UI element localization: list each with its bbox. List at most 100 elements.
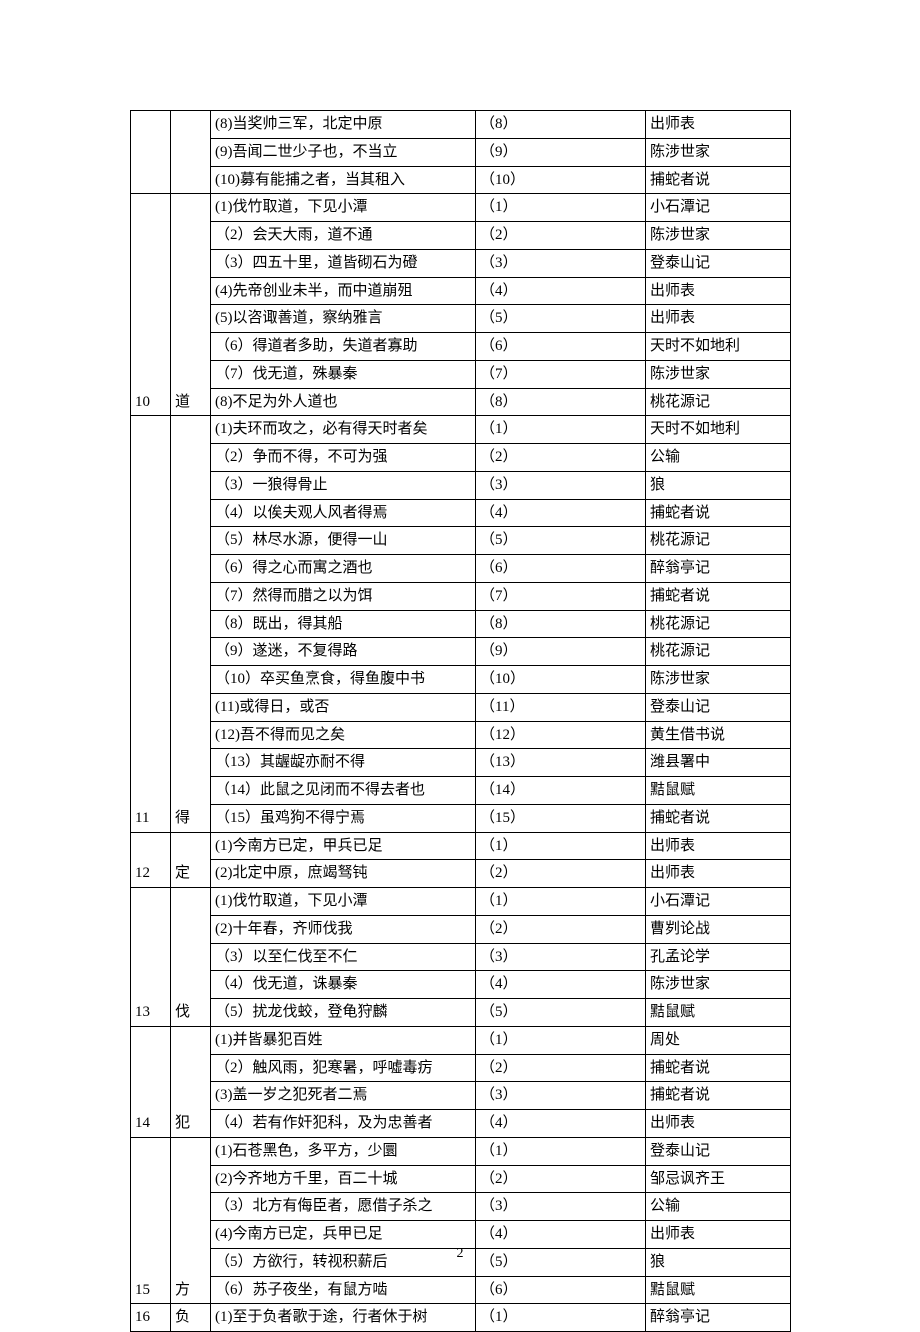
example-cell: (1)今南方已定，甲兵已足 bbox=[211, 832, 476, 860]
blank-cell: （9） bbox=[476, 138, 646, 166]
table-row: （3）以至仁伐至不仁（3）孔孟论学 bbox=[131, 943, 791, 971]
blank-cell: （8） bbox=[476, 111, 646, 139]
source-cell: 黠鼠赋 bbox=[646, 777, 791, 805]
blank-cell: （2） bbox=[476, 1165, 646, 1193]
page-number: 2 bbox=[0, 1246, 920, 1262]
table-row: (2)北定中原，庶竭驽钝（2）出师表 bbox=[131, 860, 791, 888]
char-cell: 方 bbox=[171, 1137, 211, 1304]
table-row: （2）争而不得，不可为强（2）公输 bbox=[131, 444, 791, 472]
example-cell: (1)伐竹取道，下见小潭 bbox=[211, 888, 476, 916]
source-cell: 陈涉世家 bbox=[646, 971, 791, 999]
index-cell bbox=[131, 111, 171, 194]
table-row: （10）卒买鱼烹食，得鱼腹中书（10）陈涉世家 bbox=[131, 666, 791, 694]
example-cell: （6）得之心而寓之酒也 bbox=[211, 555, 476, 583]
table-row: (11)或得日，或否（11）登泰山记 bbox=[131, 693, 791, 721]
table-row: （13）其龌龊亦耐不得（13）潍县署中 bbox=[131, 749, 791, 777]
table-row: （2）触风雨，犯寒暑，呼嘘毒疠（2）捕蛇者说 bbox=[131, 1054, 791, 1082]
example-cell: (2)今齐地方千里，百二十城 bbox=[211, 1165, 476, 1193]
blank-cell: （3） bbox=[476, 471, 646, 499]
blank-cell: （1） bbox=[476, 888, 646, 916]
source-cell: 黠鼠赋 bbox=[646, 999, 791, 1027]
example-cell: (8)不足为外人道也 bbox=[211, 388, 476, 416]
index-cell: 12 bbox=[131, 832, 171, 888]
char-cell: 道 bbox=[171, 194, 211, 416]
blank-cell: （5） bbox=[476, 305, 646, 333]
example-cell: （15）虽鸡狗不得宁焉 bbox=[211, 804, 476, 832]
blank-cell: （6） bbox=[476, 1276, 646, 1304]
table-row: （5）林尽水源，便得一山（5）桃花源记 bbox=[131, 527, 791, 555]
source-cell: 桃花源记 bbox=[646, 388, 791, 416]
source-cell: 陈涉世家 bbox=[646, 666, 791, 694]
blank-cell: （2） bbox=[476, 860, 646, 888]
source-cell: 小石潭记 bbox=[646, 888, 791, 916]
document-page: (8)当奖帅三军，北定中原（8）出师表(9)吾闻二世少子也，不当立（9）陈涉世家… bbox=[0, 0, 920, 1302]
source-cell: 黄生借书说 bbox=[646, 721, 791, 749]
table-row: （9）遂迷，不复得路（9）桃花源记 bbox=[131, 638, 791, 666]
example-cell: （2）会天大雨，道不通 bbox=[211, 222, 476, 250]
example-cell: （2）触风雨，犯寒暑，呼嘘毒疠 bbox=[211, 1054, 476, 1082]
blank-cell: （2） bbox=[476, 444, 646, 472]
blank-cell: （15） bbox=[476, 804, 646, 832]
table-row: （3）北方有侮臣者，愿借子杀之（3）公输 bbox=[131, 1193, 791, 1221]
table-row: (10)募有能捕之者，当其租入（10）捕蛇者说 bbox=[131, 166, 791, 194]
blank-cell: （1） bbox=[476, 1026, 646, 1054]
example-cell: （8）既出，得其船 bbox=[211, 610, 476, 638]
blank-cell: （1） bbox=[476, 416, 646, 444]
table-row: (8)当奖帅三军，北定中原（8）出师表 bbox=[131, 111, 791, 139]
source-cell: 捕蛇者说 bbox=[646, 1054, 791, 1082]
index-cell: 10 bbox=[131, 194, 171, 416]
source-cell: 登泰山记 bbox=[646, 693, 791, 721]
example-cell: （3）以至仁伐至不仁 bbox=[211, 943, 476, 971]
source-cell: 捕蛇者说 bbox=[646, 582, 791, 610]
source-cell: 公输 bbox=[646, 444, 791, 472]
table-row: （14）此鼠之见闭而不得去者也（14）黠鼠赋 bbox=[131, 777, 791, 805]
blank-cell: （1） bbox=[476, 1137, 646, 1165]
source-cell: 曹刿论战 bbox=[646, 915, 791, 943]
table-row: 13伐(1)伐竹取道，下见小潭（1）小石潭记 bbox=[131, 888, 791, 916]
source-cell: 出师表 bbox=[646, 832, 791, 860]
blank-cell: （1） bbox=[476, 832, 646, 860]
table-row: （3）一狼得骨止（3）狼 bbox=[131, 471, 791, 499]
source-cell: 醉翁亭记 bbox=[646, 555, 791, 583]
blank-cell: （6） bbox=[476, 333, 646, 361]
example-cell: （10）卒买鱼烹食，得鱼腹中书 bbox=[211, 666, 476, 694]
source-cell: 醉翁亭记 bbox=[646, 1304, 791, 1332]
table-row: (2)今齐地方千里，百二十城（2）邹忌讽齐王 bbox=[131, 1165, 791, 1193]
source-cell: 公输 bbox=[646, 1193, 791, 1221]
example-cell: (9)吾闻二世少子也，不当立 bbox=[211, 138, 476, 166]
table-row: (12)吾不得而见之矣（12）黄生借书说 bbox=[131, 721, 791, 749]
blank-cell: （1） bbox=[476, 194, 646, 222]
blank-cell: （13） bbox=[476, 749, 646, 777]
blank-cell: （14） bbox=[476, 777, 646, 805]
blank-cell: （4） bbox=[476, 499, 646, 527]
table-row: （6）得之心而寓之酒也（6）醉翁亭记 bbox=[131, 555, 791, 583]
index-cell: 15 bbox=[131, 1137, 171, 1304]
table-row: （7）伐无道，殊暴秦（7）陈涉世家 bbox=[131, 360, 791, 388]
example-cell: (1)伐竹取道，下见小潭 bbox=[211, 194, 476, 222]
example-cell: (4)今南方已定，兵甲已足 bbox=[211, 1221, 476, 1249]
blank-cell: （12） bbox=[476, 721, 646, 749]
blank-cell: （3） bbox=[476, 1082, 646, 1110]
example-cell: （2）争而不得，不可为强 bbox=[211, 444, 476, 472]
blank-cell: （9） bbox=[476, 638, 646, 666]
example-cell: (2)北定中原，庶竭驽钝 bbox=[211, 860, 476, 888]
source-cell: 狼 bbox=[646, 471, 791, 499]
source-cell: 登泰山记 bbox=[646, 1137, 791, 1165]
table-row: 12定(1)今南方已定，甲兵已足（1）出师表 bbox=[131, 832, 791, 860]
source-cell: 桃花源记 bbox=[646, 638, 791, 666]
table-row: 14犯(1)并皆暴犯百姓（1）周处 bbox=[131, 1026, 791, 1054]
table-row: （4）伐无道，诛暴秦（4）陈涉世家 bbox=[131, 971, 791, 999]
table-row: (4)先帝创业未半，而中道崩殂（4）出师表 bbox=[131, 277, 791, 305]
source-cell: 小石潭记 bbox=[646, 194, 791, 222]
source-cell: 出师表 bbox=[646, 111, 791, 139]
example-cell: (1)并皆暴犯百姓 bbox=[211, 1026, 476, 1054]
blank-cell: （8） bbox=[476, 610, 646, 638]
char-cell: 定 bbox=[171, 832, 211, 888]
source-cell: 黠鼠赋 bbox=[646, 1276, 791, 1304]
blank-cell: （3） bbox=[476, 1193, 646, 1221]
example-cell: （4）若有作奸犯科，及为忠善者 bbox=[211, 1110, 476, 1138]
blank-cell: （11） bbox=[476, 693, 646, 721]
example-cell: （3）一狼得骨止 bbox=[211, 471, 476, 499]
table-row: (5)以咨诹善道，察纳雅言（5）出师表 bbox=[131, 305, 791, 333]
source-cell: 天时不如地利 bbox=[646, 416, 791, 444]
